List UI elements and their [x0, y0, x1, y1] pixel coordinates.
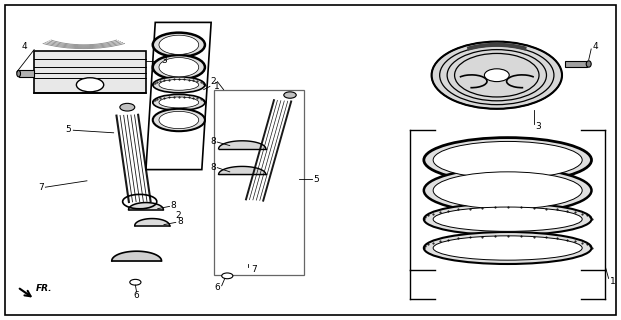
Ellipse shape	[153, 77, 205, 93]
Ellipse shape	[433, 172, 582, 209]
Text: 7: 7	[38, 183, 43, 192]
Ellipse shape	[424, 232, 592, 264]
Circle shape	[120, 103, 135, 111]
Ellipse shape	[159, 79, 199, 90]
Ellipse shape	[433, 207, 582, 231]
Ellipse shape	[159, 35, 199, 54]
Ellipse shape	[586, 61, 591, 67]
Circle shape	[222, 273, 233, 279]
Text: 1: 1	[610, 277, 615, 286]
Circle shape	[432, 42, 562, 109]
Ellipse shape	[153, 109, 205, 131]
Circle shape	[130, 279, 141, 285]
Text: 4: 4	[593, 42, 599, 51]
Text: 3: 3	[161, 56, 167, 65]
Text: 5: 5	[66, 125, 71, 134]
Text: 2: 2	[211, 77, 216, 86]
Text: 2: 2	[176, 212, 181, 220]
Circle shape	[76, 78, 104, 92]
Ellipse shape	[433, 141, 582, 179]
Ellipse shape	[433, 236, 582, 260]
Ellipse shape	[153, 33, 205, 57]
Ellipse shape	[159, 111, 199, 129]
Text: 5: 5	[314, 175, 319, 184]
Text: 3: 3	[535, 122, 541, 131]
Polygon shape	[146, 22, 211, 170]
Ellipse shape	[159, 58, 199, 77]
Text: 8: 8	[211, 163, 216, 172]
Circle shape	[484, 69, 509, 82]
Ellipse shape	[424, 203, 592, 235]
Circle shape	[284, 92, 296, 98]
Text: 4: 4	[22, 42, 28, 51]
Polygon shape	[19, 70, 34, 77]
Polygon shape	[565, 61, 587, 67]
Ellipse shape	[17, 70, 20, 77]
Text: FR.: FR.	[36, 284, 53, 293]
Text: 6: 6	[134, 292, 140, 300]
Ellipse shape	[159, 97, 199, 108]
Text: 8: 8	[171, 201, 176, 210]
Ellipse shape	[424, 168, 592, 213]
Ellipse shape	[153, 55, 205, 79]
Text: 8: 8	[177, 217, 183, 226]
Text: 1: 1	[214, 82, 220, 91]
Text: 8: 8	[211, 137, 216, 146]
Text: 6: 6	[215, 284, 220, 292]
Polygon shape	[34, 51, 146, 93]
Text: 7: 7	[252, 265, 257, 274]
Ellipse shape	[424, 138, 592, 182]
Ellipse shape	[153, 94, 205, 110]
